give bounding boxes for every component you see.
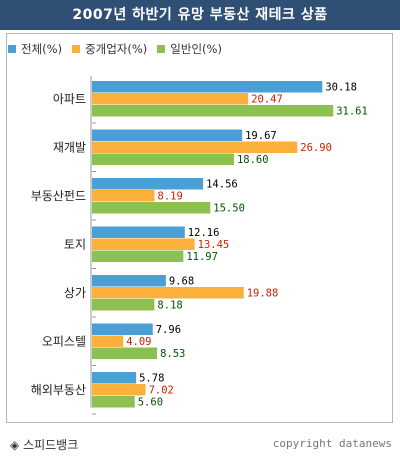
data-label: 19.88	[247, 288, 279, 300]
category-label: 토지	[64, 237, 86, 251]
category-label: 오피스텔	[42, 334, 86, 348]
data-label: 11.97	[186, 251, 218, 263]
category-label: 상가	[64, 286, 86, 300]
bar	[92, 153, 234, 165]
bar	[92, 347, 158, 359]
legend-item: 중개업자(%)	[72, 41, 147, 57]
data-label: 20.47	[251, 94, 283, 106]
category-label: 재개발	[53, 140, 86, 154]
data-label: 5.60	[138, 397, 163, 409]
bar	[92, 141, 298, 153]
legend-label: 일반인(%)	[170, 42, 222, 56]
bar	[92, 93, 249, 105]
data-label: 8.18	[157, 300, 182, 312]
bar	[92, 384, 146, 396]
data-label: 7.02	[149, 385, 174, 397]
data-label: 19.67	[245, 130, 277, 142]
bar	[92, 202, 211, 214]
bar	[92, 238, 195, 250]
bar	[92, 190, 155, 202]
copyright-text: copyright datanews	[272, 437, 392, 450]
bar	[92, 226, 185, 238]
legend-swatch	[72, 45, 81, 53]
data-label: 14.56	[206, 179, 238, 191]
bar	[92, 287, 244, 299]
data-label: 18.60	[237, 154, 269, 166]
bar	[92, 129, 243, 141]
data-label: 26.90	[300, 142, 332, 154]
data-label: 15.50	[213, 203, 245, 215]
data-label: 7.96	[156, 324, 181, 336]
data-label: 4.09	[126, 336, 151, 348]
bar	[92, 323, 153, 335]
legend-label: 중개업자(%)	[85, 42, 148, 56]
source-credit: ◈ 스피드뱅크	[10, 436, 78, 453]
diamond-icon: ◈	[10, 438, 20, 452]
data-label: 8.19	[158, 191, 183, 203]
source-label: 스피드뱅크	[23, 438, 79, 452]
bar	[92, 299, 155, 311]
category-label: 해외부동산	[31, 383, 86, 397]
bar	[92, 396, 135, 408]
legend-item: 일반인(%)	[157, 41, 222, 57]
legend-label: 전체(%)	[21, 42, 63, 56]
legend-item: 전체(%)	[8, 41, 62, 57]
data-label: 30.18	[325, 82, 357, 94]
legend-swatch	[157, 45, 166, 53]
bar	[92, 372, 137, 384]
bar	[92, 81, 323, 93]
bar	[92, 250, 184, 262]
chart-title: 2007년 하반기 유망 부동산 재테크 상품	[0, 0, 400, 30]
category-label: 아파트	[53, 92, 86, 106]
bar	[92, 105, 334, 117]
data-label: 9.68	[169, 276, 194, 288]
data-label: 31.61	[336, 106, 368, 118]
data-label: 8.53	[160, 348, 185, 360]
data-label: 5.78	[139, 373, 164, 385]
bar	[92, 178, 204, 190]
data-label: 12.16	[188, 227, 220, 239]
bar	[92, 275, 166, 287]
data-label: 13.45	[198, 239, 230, 251]
bar	[92, 335, 124, 347]
category-label: 부동산펀드	[31, 189, 86, 203]
legend: 전체(%) 중개업자(%) 일반인(%)	[8, 37, 232, 61]
legend-swatch	[8, 45, 16, 53]
